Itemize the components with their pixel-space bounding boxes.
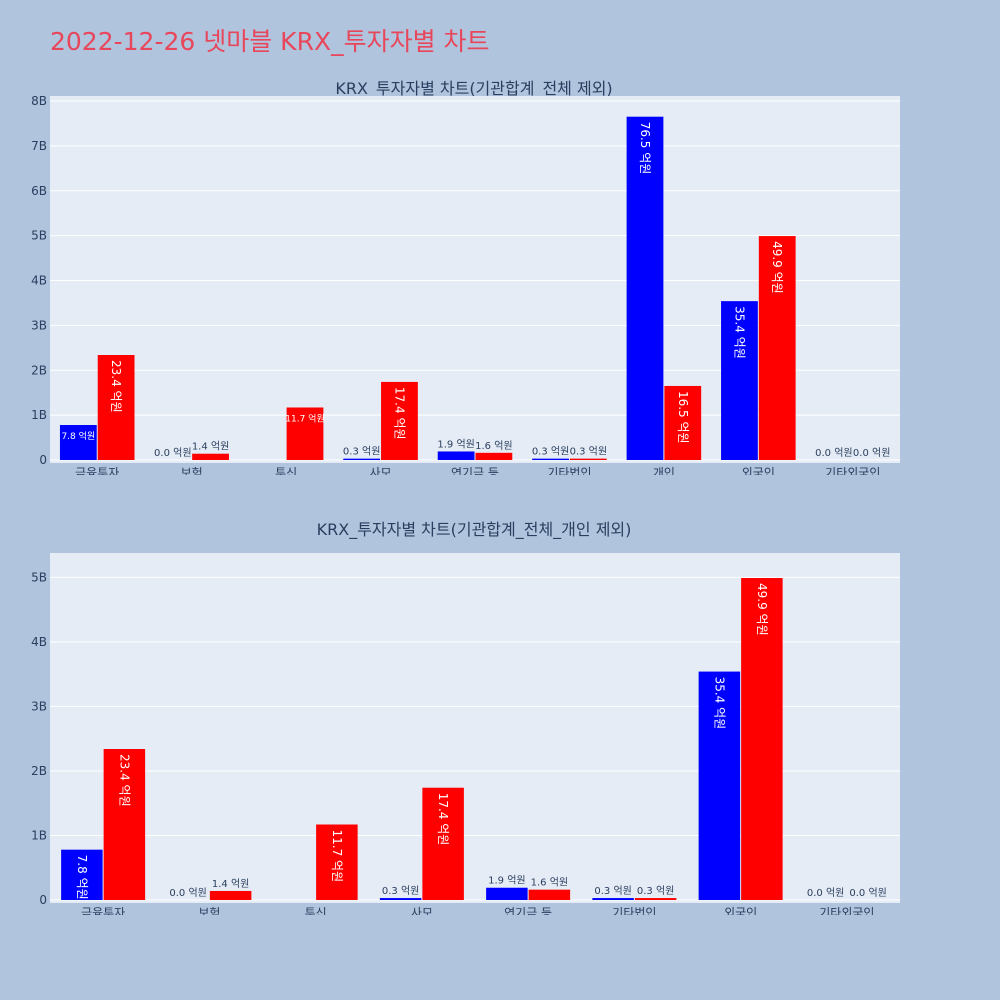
- bar-data-label: 0.3 억원: [343, 446, 380, 458]
- bar[interactable]: [532, 458, 569, 460]
- bar-data-label: 35.4 억원: [732, 306, 746, 359]
- y-tick-label: 1B: [31, 828, 47, 842]
- x-tick-label: 외국인: [742, 466, 775, 475]
- x-tick-label: 외국인: [724, 906, 757, 915]
- bar[interactable]: [528, 889, 571, 900]
- x-tick-label: 기타외국인: [825, 466, 880, 475]
- y-tick-label: 5B: [31, 570, 47, 584]
- bar[interactable]: [437, 451, 475, 460]
- bar[interactable]: [343, 458, 381, 460]
- bar-data-label: 1.4 억원: [192, 441, 229, 453]
- y-tick-label: 0: [39, 453, 47, 467]
- bar-data-label: 0.3 억원: [594, 885, 631, 897]
- bar[interactable]: [316, 824, 358, 900]
- bar-data-label: 1.6 억원: [475, 440, 512, 452]
- y-tick-label: 1B: [31, 408, 47, 422]
- bar[interactable]: [758, 236, 796, 460]
- x-tick-label: 기타외국인: [819, 906, 874, 915]
- bar[interactable]: [626, 116, 664, 461]
- bar-data-label: 0.3 억원: [570, 446, 607, 458]
- x-tick-label: 연기금 등: [451, 466, 499, 475]
- y-tick-label: 8B: [31, 94, 47, 108]
- x-tick-label: 금융투자: [81, 906, 125, 915]
- bar[interactable]: [97, 354, 135, 460]
- bar-data-label: 11.7 억원: [285, 412, 324, 424]
- y-tick-label: 4B: [31, 274, 47, 288]
- bar[interactable]: [422, 787, 464, 900]
- bar[interactable]: [721, 301, 758, 460]
- bar-data-label: 0.0 억원: [169, 887, 206, 899]
- bar-data-label: 1.4 억원: [212, 878, 249, 890]
- x-tick-label: 기타법인: [612, 906, 656, 915]
- bar-data-label: 16.5 억원: [676, 391, 690, 444]
- bar-data-label: 76.5 억원: [638, 122, 652, 175]
- y-tick-label: 5B: [31, 229, 47, 243]
- bar-data-label: 11.7 억원: [330, 830, 344, 883]
- x-tick-label: 투신: [305, 906, 327, 915]
- x-tick-label: 금융투자: [75, 466, 119, 475]
- chart-title: KRX_투자자별 차트(기관합계_전체 제외): [335, 79, 612, 99]
- bar-data-label: 49.9 억원: [755, 583, 769, 636]
- bar-data-label: 0.0 억원: [154, 447, 191, 459]
- bar[interactable]: [379, 898, 422, 900]
- y-tick-label: 7B: [31, 139, 47, 153]
- y-tick-label: 3B: [31, 699, 47, 713]
- x-tick-label: 투신: [275, 466, 297, 475]
- bar-data-label: 17.4 억원: [436, 793, 450, 846]
- bar-data-label: 7.8 억원: [61, 430, 95, 442]
- bar-data-label: 0.3 억원: [637, 885, 674, 897]
- bar-data-label: 1.6 억원: [531, 877, 568, 889]
- bar-data-label: 17.4 억원: [392, 387, 406, 440]
- bar-data-label: 0.3 억원: [382, 885, 419, 897]
- bar-data-label: 23.4 억원: [109, 360, 123, 413]
- chart-title: KRX_투자자별 차트(기관합계_전체_개인 제외): [317, 520, 632, 540]
- x-tick-label: 보험: [181, 466, 203, 475]
- bar-data-label: 23.4 억원: [117, 754, 131, 807]
- bar-data-label: 0.0 억원: [853, 447, 890, 459]
- y-tick-label: 2B: [31, 363, 47, 377]
- bar-data-label: 49.9 억원: [770, 241, 784, 294]
- y-tick-label: 2B: [31, 764, 47, 778]
- bar[interactable]: [209, 890, 252, 900]
- chart-bottom: KRX_투자자별 차트(기관합계_전체_개인 제외) 0 1B 2B 3B 4B 5B 금융…: [31, 520, 900, 915]
- y-tick-label: 4B: [31, 635, 47, 649]
- bar[interactable]: [569, 458, 607, 460]
- y-tick-label: 0: [39, 893, 47, 907]
- bar-data-label: 0.3 억원: [532, 446, 569, 458]
- bar-data-label: 0.0 억원: [807, 887, 844, 899]
- bar[interactable]: [741, 578, 783, 900]
- bar[interactable]: [475, 452, 513, 460]
- x-tick-label: 보험: [198, 906, 220, 915]
- bar-data-label: 7.8 억원: [75, 855, 89, 900]
- x-tick-label: 사모: [411, 906, 433, 915]
- x-tick-label: 연기금 등: [504, 906, 552, 915]
- bar[interactable]: [698, 671, 741, 900]
- page-title: 2022-12-26 넷마블 KRX_투자자별 차트: [50, 27, 490, 56]
- x-tick-label: 사모: [370, 466, 392, 475]
- bar[interactable]: [486, 887, 528, 900]
- plot-area: [50, 96, 900, 463]
- bar[interactable]: [286, 407, 324, 460]
- bar[interactable]: [192, 453, 229, 460]
- bar-data-label: 1.9 억원: [437, 438, 474, 450]
- bar[interactable]: [664, 385, 702, 460]
- bar-data-label: 0.0 억원: [849, 887, 886, 899]
- bar[interactable]: [59, 424, 97, 460]
- bar[interactable]: [634, 898, 677, 900]
- chart-top: KRX_투자자별 차트(기관합계_전체 제외) 0 1B 2B 3B 4B 5B 6B 7B 8…: [31, 79, 900, 475]
- bar-data-label: 35.4 억원: [712, 677, 726, 730]
- bar[interactable]: [592, 898, 634, 900]
- bar[interactable]: [61, 849, 103, 900]
- bar[interactable]: [381, 381, 418, 460]
- y-tick-label: 3B: [31, 318, 47, 332]
- x-tick-label: 개인: [653, 466, 675, 475]
- bar-data-label: 0.0 억원: [815, 447, 852, 459]
- y-tick-label: 6B: [31, 184, 47, 198]
- x-tick-label: 기타법인: [547, 466, 591, 475]
- bar[interactable]: [103, 749, 146, 900]
- bar-data-label: 1.9 억원: [488, 875, 525, 887]
